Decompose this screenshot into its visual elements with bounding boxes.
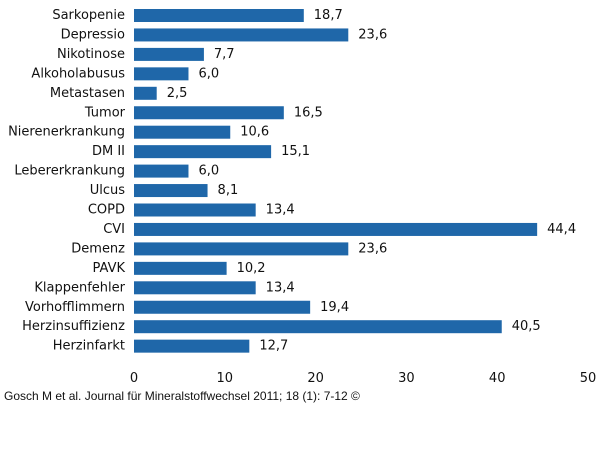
value-label-dm-ii: 15,1 [281,144,310,159]
bar-tumor [134,106,284,120]
value-label-nierenerkrankung: 10,6 [240,125,269,140]
value-label-vorhofflimmern: 19,4 [320,300,349,315]
value-label-klappenfehler: 13,4 [266,280,295,295]
category-label-nierenerkrankung: Nierenerkrankung [8,125,125,140]
value-label-metastasen: 2,5 [167,86,188,101]
bar-lebererkrankung [134,164,189,178]
value-label-copd: 13,4 [266,203,295,218]
x-tick-label-40: 40 [489,371,506,386]
category-label-tumor: Tumor [84,105,126,120]
value-label-ulcus: 8,1 [218,183,239,198]
bar-copd [134,203,256,217]
bar-ulcus [134,184,208,198]
bar-depressio [134,28,349,42]
category-label-cvi: CVI [103,222,125,237]
value-label-demenz: 23,6 [358,241,387,256]
value-label-herzinfarkt: 12,7 [259,339,288,354]
category-label-vorhofflimmern: Vorhofflimmern [25,300,125,315]
value-labels: 18,7 23,6 7,7 6,0 2,5 16,5 10,6 15,1 6,0 8,1 13,4 4… [167,8,576,354]
x-tick-label-10: 10 [217,371,234,386]
bar-nierenerkrankung [134,125,231,139]
category-label-herzinsuffizienz: Herzinsuffizienz [22,319,125,334]
category-label-sarkopenie: Sarkopenie [52,8,125,23]
value-label-tumor: 16,5 [294,105,323,120]
bar-pavk [134,261,227,275]
bar-demenz [134,242,349,256]
value-label-nikotinose: 7,7 [214,47,235,62]
bar-sarkopenie [134,9,304,22]
x-tick-label-20: 20 [307,371,324,386]
category-label-demenz: Demenz [71,241,125,256]
value-label-depressio: 23,6 [358,27,387,42]
category-label-metastasen: Metastasen [50,86,125,101]
value-label-lebererkrankung: 6,0 [198,164,219,179]
value-label-herzinsuffizienz: 40,5 [512,319,541,334]
bar-vorhofflimmern [134,300,311,314]
bars-layer [134,9,538,353]
x-tick-label-0: 0 [130,371,138,386]
bar-alkoholabusus [134,67,189,81]
category-label-lebererkrankung: Lebererkrankung [14,164,125,179]
bar-klappenfehler [134,281,256,295]
category-label-nikotinose: Nikotinose [57,47,125,62]
category-label-alkoholabusus: Alkoholabusus [31,66,125,81]
x-tick-label-50: 50 [580,371,597,386]
bar-herzinfarkt [134,339,250,353]
source-caption: Gosch M et al. Journal für Mineralstoffw… [4,389,360,403]
category-label-dm-ii: DM II [92,144,125,159]
category-label-pavk: PAVK [93,261,126,276]
category-label-copd: COPD [88,203,125,218]
category-label-klappenfehler: Klappenfehler [34,280,125,295]
x-axis-ticks: 0 10 20 30 40 50 [130,371,596,386]
value-label-cvi: 44,4 [547,222,576,237]
value-label-alkoholabusus: 6,0 [198,66,219,81]
category-label-depressio: Depressio [61,27,125,42]
value-label-pavk: 10,2 [237,261,266,276]
bar-herzinsuffizienz [134,320,502,334]
category-labels: Sarkopenie Depressio Nikotinose Alkoholabus… [8,8,126,354]
x-tick-label-30: 30 [398,371,415,386]
category-label-herzinfarkt: Herzinfarkt [53,339,125,354]
bar-cvi [134,222,538,236]
bar-nikotinose [134,47,204,61]
bar-metastasen [134,86,157,100]
value-label-sarkopenie: 18,7 [314,8,343,23]
bar-dm-ii [134,145,272,159]
category-label-ulcus: Ulcus [90,183,126,198]
